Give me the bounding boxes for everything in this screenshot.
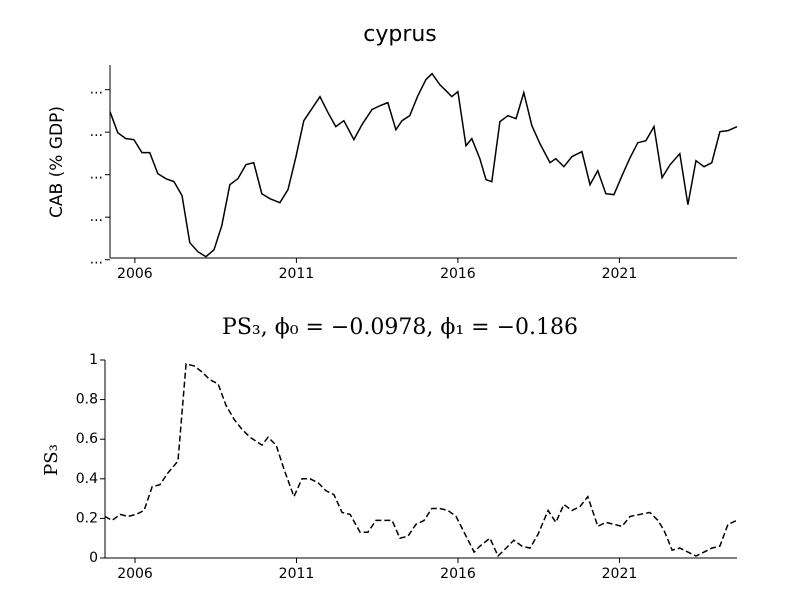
y-tick-label: ... [90, 209, 103, 225]
x-tick-label: 2006 [117, 266, 153, 282]
chart-title: cyprus [363, 22, 437, 47]
x-tick-label: 2006 [117, 566, 153, 582]
x-tick-label: 2021 [602, 566, 638, 582]
x-tick-label: 2011 [279, 566, 315, 582]
x-tick-label: 2011 [279, 266, 315, 282]
y-tick-label: 0.8 [76, 392, 98, 408]
y-tick-label: ... [90, 82, 103, 98]
y-axis-label: PS₃ [41, 444, 62, 476]
y-tick-label: 0.2 [76, 510, 98, 526]
y-axis-label: CAB (% GDP) [47, 106, 67, 218]
y-tick-label: 0.4 [76, 471, 98, 487]
y-tick-label: 0.6 [76, 431, 98, 447]
x-tick-label: 2016 [440, 566, 476, 582]
data-line [109, 72, 738, 258]
y-tick-label: ... [90, 167, 103, 183]
y-tick-label: 1 [89, 352, 98, 368]
y-tick-label: 0 [89, 550, 98, 566]
x-tick-label: 2016 [440, 266, 476, 282]
y-tick-label: ... [90, 124, 103, 140]
chart-title: PS₃, ϕ₀ = −0.0978, ϕ₁ = −0.186 [222, 315, 578, 340]
data-line [104, 363, 738, 558]
y-tick-label: ... [90, 252, 103, 268]
x-tick-label: 2021 [602, 266, 638, 282]
